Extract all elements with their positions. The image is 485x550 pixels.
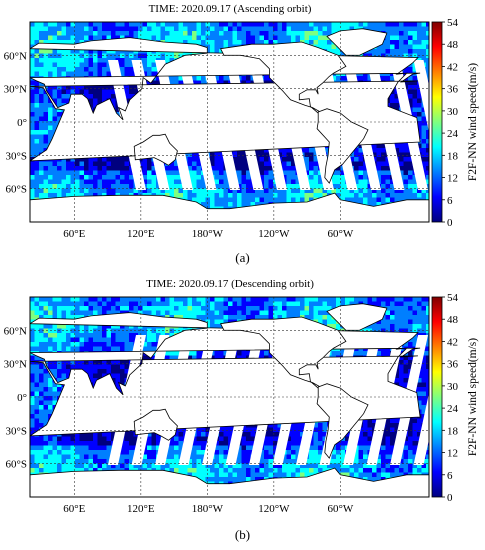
colorbar-tick-label: 48 <box>447 314 459 326</box>
colorbar-tick-label: 0 <box>447 492 453 504</box>
colorbar-tick-label: 0 <box>447 217 453 229</box>
colorbar <box>431 296 443 498</box>
colorbar-tick-label: 54 <box>447 17 459 29</box>
colorbar-tick-label: 24 <box>447 403 459 415</box>
landmass-greenland <box>326 28 388 56</box>
map-title: TIME: 2020.09.17 (Ascending orbit) <box>148 3 312 15</box>
colorbar-tick-label: 48 <box>447 39 459 51</box>
lat-label: 0° <box>17 392 27 404</box>
figure-caption: (b) <box>234 527 251 542</box>
lon-label: 120°E <box>127 228 155 240</box>
colorbar-label: F2F-NN wind speed(m/s) <box>467 63 479 181</box>
lat-label: 0° <box>17 117 27 129</box>
figure-caption: (a) <box>235 250 250 265</box>
lon-label: 180°W <box>192 503 224 515</box>
map-figure: 60°N 30°N 0° 30°S 60°S 60°E 120°E 180°W 120°W 60°… <box>4 292 479 515</box>
lon-label: 60°E <box>63 503 85 515</box>
coastlines <box>30 303 429 497</box>
map-panel-descending: TIME: 2020.09.17 (Descending orbit) 60°N… <box>0 275 485 550</box>
lat-label: 60°N <box>4 50 27 62</box>
lon-label: 180°W <box>192 228 224 240</box>
swath-gap <box>413 60 429 132</box>
lon-label: 120°W <box>258 228 290 240</box>
lon-label: 60°W <box>327 503 353 515</box>
colorbar-tick-label: 36 <box>447 359 459 371</box>
colorbar-tick-label: 30 <box>447 106 459 118</box>
lat-label: 60°N <box>4 325 27 337</box>
colorbar-tick-label: 6 <box>447 470 453 482</box>
colorbar-tick-label: 54 <box>447 292 459 304</box>
colorbar-tick-label: 6 <box>447 195 453 207</box>
colorbar-tick-label: 12 <box>447 448 458 460</box>
landmass-australia <box>133 133 178 166</box>
lat-label: 60°S <box>5 184 27 196</box>
map-panel-ascending: TIME: 2020.09.17 (Ascending orbit) 60°N 3… <box>4 3 479 265</box>
coastlines <box>30 28 429 222</box>
colorbar-tick-label: 18 <box>447 425 459 437</box>
lat-label: 30°N <box>4 84 27 96</box>
colorbar-tick-label: 42 <box>447 336 458 348</box>
lon-label: 120°E <box>127 503 155 515</box>
lat-label: 60°S <box>5 459 27 471</box>
graticule <box>30 22 429 222</box>
lat-label: 30°S <box>5 150 27 162</box>
colorbar-tick-label: 12 <box>447 173 458 185</box>
landmass-south-america <box>316 383 369 459</box>
map-frame <box>29 21 430 223</box>
colorbar-tick-label: 30 <box>447 381 459 393</box>
map-title: TIME: 2020.09.17 (Descending orbit) <box>146 278 314 290</box>
landmass-south-america <box>316 108 369 184</box>
colorbar-tick-label: 36 <box>447 84 459 96</box>
lon-label: 60°E <box>63 228 85 240</box>
lon-label: 60°W <box>327 228 353 240</box>
colorbar-tick-label: 24 <box>447 128 459 140</box>
colorbar-tick-label: 42 <box>447 61 458 73</box>
colorbar <box>431 21 443 223</box>
graticule <box>30 297 429 497</box>
map-figure: 60°N 30°N 0° 30°S 60°S 60°E 120°E 180°W 120°W 60°… <box>4 17 479 240</box>
landmass-australia <box>133 408 178 441</box>
colorbar-tick-label: 18 <box>447 150 459 162</box>
map-frame <box>29 296 430 498</box>
landmass-greenland <box>326 303 388 331</box>
lat-label: 30°S <box>5 425 27 437</box>
lon-label: 120°W <box>258 503 290 515</box>
colorbar-label: F2F-NN wind speed(m/s) <box>467 338 479 456</box>
lat-label: 30°N <box>4 359 27 371</box>
swath-gap <box>413 393 429 465</box>
